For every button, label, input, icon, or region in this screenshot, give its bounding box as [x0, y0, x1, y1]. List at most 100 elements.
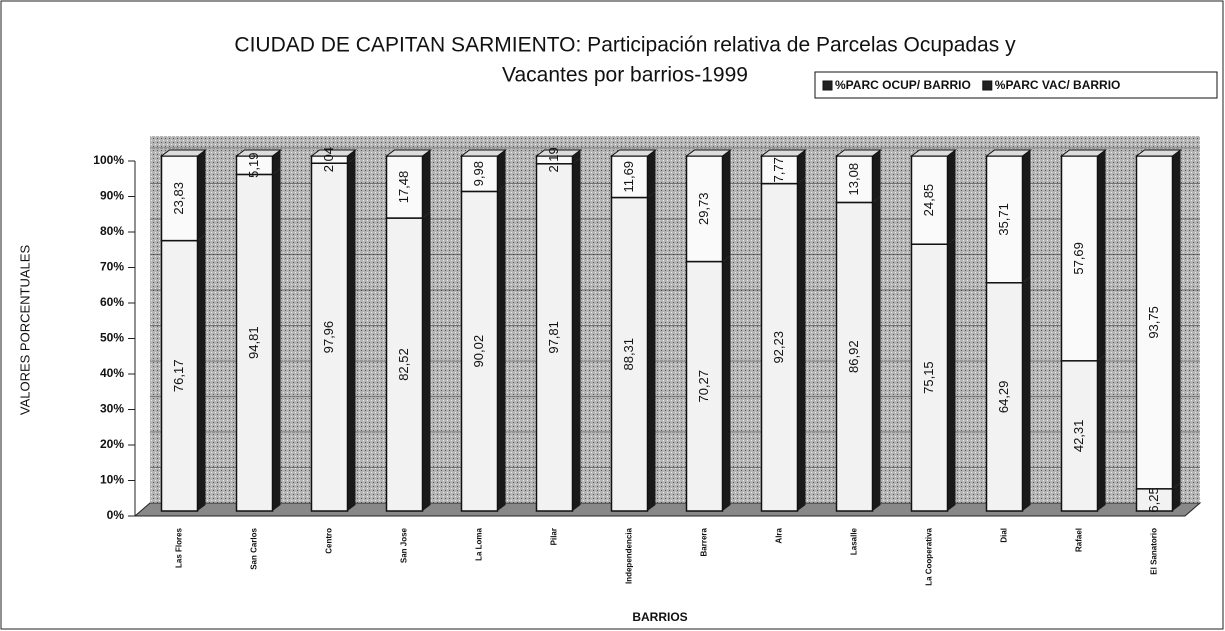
- x-tick-label: La Cooperativa: [925, 527, 934, 585]
- x-tick-label: Centro: [325, 528, 334, 554]
- bar: [310, 162, 349, 512]
- legend-swatch: [982, 80, 993, 91]
- value-label: 6,25: [1146, 487, 1161, 512]
- bar: [160, 239, 199, 512]
- y-tick-label: 30%: [100, 402, 124, 416]
- bar-side: [722, 255, 731, 511]
- bar-top: [610, 149, 657, 157]
- bar-side: [497, 185, 506, 511]
- floor: [133, 502, 1202, 517]
- value-label: 23,83: [171, 182, 186, 215]
- value-label: 86,92: [846, 340, 861, 373]
- bar: [460, 190, 499, 512]
- bar-top: [535, 149, 582, 157]
- x-tick-label: El Sanatorio: [1150, 528, 1159, 575]
- bar: [760, 155, 799, 185]
- bar: [985, 282, 1024, 512]
- legend-label: %PARC OCUP/ BARRIO: [835, 78, 971, 92]
- value-label: 82,52: [396, 348, 411, 381]
- x-tick-label: Rafael: [1075, 528, 1084, 552]
- bar-side: [497, 150, 506, 192]
- bar-side: [1097, 150, 1106, 361]
- plot-area: [150, 136, 1200, 503]
- y-tick-label: 40%: [100, 366, 124, 380]
- bar-top: [910, 149, 957, 157]
- value-label: 9,98: [471, 161, 486, 186]
- bar-top: [235, 149, 282, 157]
- value-label: 75,15: [921, 361, 936, 394]
- bar: [685, 155, 724, 263]
- y-tick-label: 10%: [100, 473, 124, 487]
- bar-side: [1172, 150, 1181, 489]
- value-label: 92,23: [771, 331, 786, 364]
- bar-side: [347, 157, 356, 511]
- bar-side: [197, 234, 206, 511]
- bar-side: [1022, 150, 1031, 283]
- x-tick-label: Independencia: [625, 527, 634, 584]
- bar-side: [1097, 354, 1106, 511]
- bar-side: [947, 238, 956, 511]
- x-tick-label: La Loma: [475, 527, 484, 560]
- y-tick-label: 60%: [100, 295, 124, 309]
- y-tick-label: 20%: [100, 437, 124, 451]
- bar-top: [685, 149, 732, 157]
- value-label: 94,81: [246, 326, 261, 359]
- x-tick-label: Lasalle: [850, 527, 859, 555]
- bar-side: [647, 150, 656, 198]
- bar-side: [572, 150, 581, 164]
- bar-top: [310, 149, 357, 157]
- bar: [910, 155, 949, 245]
- bar-side: [1172, 482, 1181, 511]
- value-label: 90,02: [471, 335, 486, 368]
- value-label: 2,19: [546, 147, 561, 172]
- bar-top: [760, 149, 807, 157]
- y-tick-label: 70%: [100, 260, 124, 274]
- bar-side: [722, 150, 731, 262]
- x-tick-label: Pilar: [550, 528, 559, 545]
- bar: [610, 155, 649, 199]
- bar-side: [572, 157, 581, 511]
- legend-label: %PARC VAC/ BARRIO: [995, 78, 1121, 92]
- bar: [610, 196, 649, 512]
- bar-side: [647, 191, 656, 511]
- bar-side: [422, 150, 431, 219]
- value-label: 35,71: [996, 203, 1011, 236]
- bar: [235, 173, 274, 512]
- value-label: 97,96: [321, 321, 336, 354]
- chart-title: Vacantes por barrios-1999: [502, 64, 748, 87]
- y-axis-label: VALORES PORCENTUALES: [17, 245, 32, 416]
- bar-side: [422, 212, 431, 511]
- y-tick-label: 80%: [100, 224, 124, 238]
- value-label: 5,19: [246, 153, 261, 178]
- bar-side: [347, 150, 356, 164]
- bar-side: [797, 150, 806, 184]
- x-axis-label: BARRIOS: [632, 610, 687, 624]
- bar-side: [272, 168, 281, 511]
- bar: [910, 243, 949, 512]
- bar-top: [385, 149, 432, 157]
- bar: [385, 217, 424, 512]
- bar: [1135, 155, 1174, 490]
- y-tick-label: 100%: [93, 153, 124, 167]
- value-label: 7,77: [771, 157, 786, 182]
- bar-top: [985, 149, 1032, 157]
- value-label: 24,85: [921, 184, 936, 217]
- bar: [685, 260, 724, 512]
- y-tick-label: 50%: [100, 331, 124, 345]
- bar-side: [872, 150, 881, 203]
- chart-title: CIUDAD DE CAPITAN SARMIENTO: Participaci…: [234, 34, 1016, 57]
- bar-side: [872, 196, 881, 511]
- bar: [760, 182, 799, 512]
- bar: [835, 201, 874, 512]
- x-tick-label: Dial: [1000, 528, 1009, 543]
- bar-side: [947, 150, 956, 245]
- x-tick-label: San Carlos: [250, 527, 259, 569]
- bar-side: [797, 177, 806, 511]
- x-tick-label: Alra: [775, 527, 784, 543]
- bar: [535, 163, 574, 512]
- value-label: 93,75: [1146, 306, 1161, 339]
- legend-box: [814, 71, 1218, 99]
- bar: [160, 155, 199, 242]
- bar-side: [272, 150, 281, 175]
- value-label: 97,81: [546, 321, 561, 354]
